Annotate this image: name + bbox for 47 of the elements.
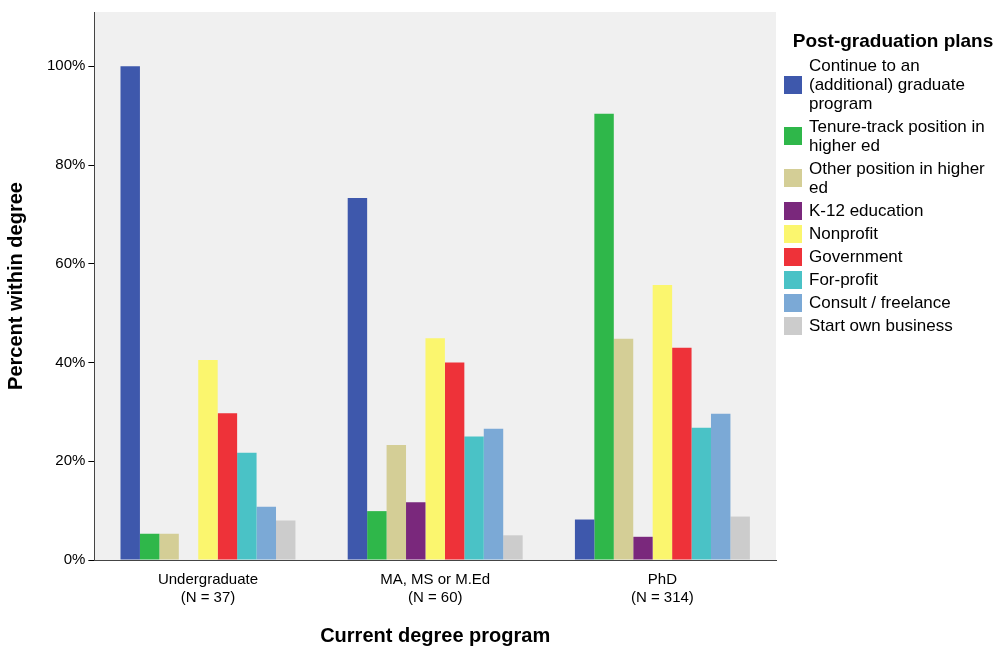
legend-label: Nonprofit (809, 224, 878, 243)
legend-label: Start own business (809, 316, 953, 335)
y-tick-label: 80% (55, 155, 86, 173)
bar (159, 533, 179, 560)
legend-label: Consult / freelance (809, 293, 951, 312)
bar (237, 452, 257, 560)
y-tick-label: 100% (46, 56, 86, 74)
legend-label: Tenure-track position in higher ed (809, 117, 986, 155)
legend-label: For-profit (809, 270, 878, 289)
bar (574, 519, 595, 560)
bar (444, 362, 465, 560)
x-tick-label: PhD (N = 314) (630, 570, 694, 606)
bar (217, 413, 238, 560)
y-tick-label: 20% (55, 451, 86, 469)
bar (613, 338, 634, 560)
bar (386, 444, 407, 560)
bar (730, 516, 750, 560)
bar (425, 338, 445, 560)
y-tick-label: 0% (63, 550, 86, 568)
legend-label: Government (809, 247, 903, 266)
bar (672, 347, 692, 560)
legend-label: K-12 education (809, 201, 924, 220)
bar (691, 427, 711, 560)
bar (120, 66, 140, 560)
bar (633, 536, 653, 560)
x-tick-label: MA, MS or M.Ed (N = 60) (380, 570, 491, 606)
x-axis-title: Current degree program (320, 623, 551, 646)
y-axis-title: Percent within degree (3, 182, 26, 390)
bar (464, 436, 484, 560)
legend-label: Other position in higher ed (809, 159, 986, 197)
bar (198, 360, 218, 560)
bar (710, 413, 731, 560)
bar (594, 113, 614, 560)
bar (503, 535, 523, 560)
bar (483, 428, 504, 560)
y-tick-label: 60% (55, 253, 86, 271)
bar (652, 285, 673, 560)
x-tick-label: Undergraduate (N = 37) (157, 570, 259, 606)
legend-label: Continue to an (additional) graduate program (809, 56, 966, 113)
bar (276, 520, 296, 560)
bar (347, 198, 368, 560)
bar (406, 502, 426, 560)
y-tick-label: 40% (55, 352, 86, 370)
legend-title: Post-graduation plans (791, 30, 995, 52)
bar (367, 511, 387, 560)
bar (256, 506, 277, 560)
bar (139, 533, 160, 560)
